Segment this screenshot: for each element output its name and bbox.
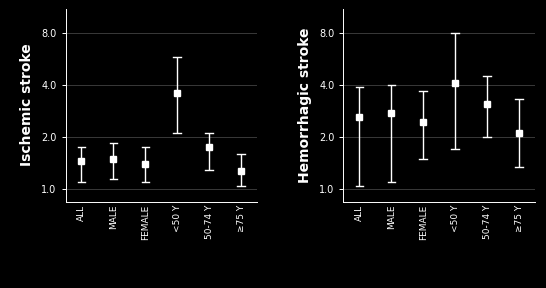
Y-axis label: Hemorrhagic stroke: Hemorrhagic stroke xyxy=(298,27,312,183)
Y-axis label: Ischemic stroke: Ischemic stroke xyxy=(20,44,34,166)
